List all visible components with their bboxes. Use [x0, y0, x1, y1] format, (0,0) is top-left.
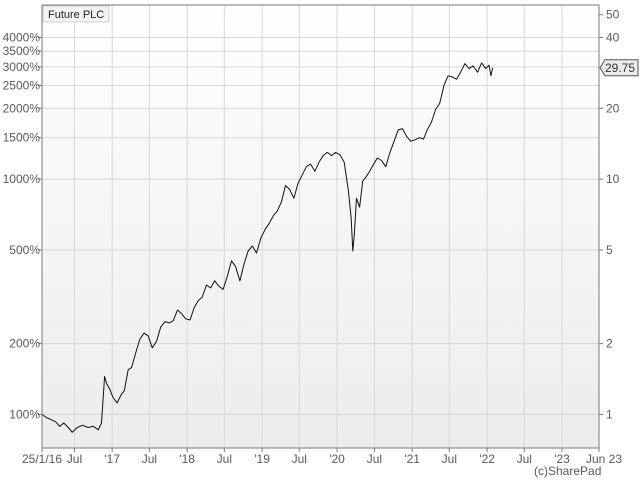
right-axis: 1 2 5 10 20 40 50 — [599, 8, 620, 421]
plot-area — [42, 5, 599, 448]
x-tick-label: 25/1/16 — [22, 452, 62, 466]
y-right-tick-label: 1 — [606, 407, 613, 421]
y-left-tick-label: 200% — [9, 337, 40, 351]
x-tick-label: '21 — [404, 452, 420, 466]
plot-frame — [41, 4, 600, 449]
x-tick-label: Jul — [367, 452, 382, 466]
y-right-tick-label: 40 — [606, 31, 620, 45]
x-tick-label: Jun 23 — [586, 452, 622, 466]
grid-lines — [42, 5, 599, 448]
x-tick-label: Jul — [67, 452, 82, 466]
x-tick-label: '20 — [329, 452, 345, 466]
x-tick-label: Jul — [142, 452, 157, 466]
x-tick-label: Jul — [517, 452, 532, 466]
y-right-tick-label: 20 — [606, 101, 620, 115]
chart-title: Future PLC — [48, 9, 104, 21]
x-tick-label: '19 — [254, 452, 270, 466]
y-left-tick-label: 1500% — [3, 131, 41, 145]
series-layer — [41, 62, 494, 433]
y-left-tick-label: 1000% — [3, 172, 41, 186]
y-left-tick-label: 2500% — [3, 79, 41, 93]
x-tick-label: Jul — [217, 452, 232, 466]
y-left-tick-label: 3000% — [3, 60, 41, 74]
title-box: Future PLC — [42, 5, 110, 23]
x-tick-label: '17 — [104, 452, 120, 466]
x-tick-label: '22 — [479, 452, 495, 466]
copyright-label: (c)SharePad — [534, 464, 601, 478]
y-right-tick-label: 10 — [606, 172, 620, 186]
y-left-tick-label: 500% — [9, 243, 40, 257]
y-left-tick-label: 2000% — [3, 101, 41, 115]
y-left-tick-label: 100% — [9, 407, 40, 421]
y-right-tick-label: 2 — [606, 337, 613, 351]
x-tick-label: Jul — [292, 452, 307, 466]
series-line — [41, 62, 494, 433]
y-right-tick-label: 5 — [606, 243, 613, 257]
y-right-tick-label: 50 — [606, 8, 620, 22]
last-price-label: 29.75 — [605, 61, 635, 75]
x-axis: 25/1/16 Jul '17 Jul '18 Jul '19 Jul '20 Jul '21 Jul… — [22, 448, 622, 466]
y-left-tick-label: 4000% — [3, 31, 41, 45]
last-price-badge-shape — [599, 59, 639, 77]
x-tick-label: '18 — [179, 452, 195, 466]
last-price-badge: 29.75 — [599, 59, 639, 77]
x-tick-label: Jul — [442, 452, 457, 466]
y-left-tick-label: 3500% — [3, 44, 41, 58]
left-axis: 100% 200% 500% 1000% 1500% 2000% 2500% 3000% 350… — [3, 31, 42, 421]
x-tick-label: '23 — [554, 452, 570, 466]
